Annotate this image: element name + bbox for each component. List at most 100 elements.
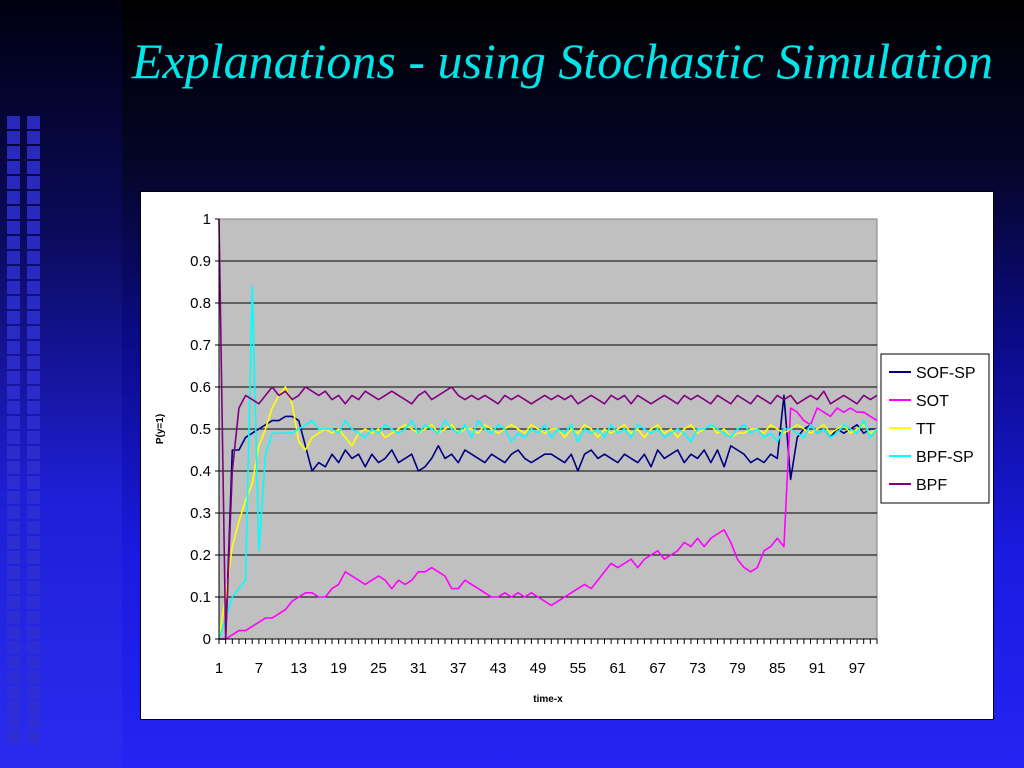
decor-square <box>27 251 40 264</box>
decor-square <box>7 116 20 129</box>
decor-square <box>7 416 20 429</box>
x-tick-label: 1 <box>215 660 223 677</box>
decor-square <box>7 371 20 384</box>
decor-square <box>7 296 20 309</box>
decor-square <box>27 686 40 699</box>
decor-square <box>7 311 20 324</box>
decor-square <box>27 386 40 399</box>
decor-square <box>27 236 40 249</box>
y-tick-label: 0.4 <box>190 463 211 480</box>
decor-square <box>7 176 20 189</box>
decor-square <box>7 566 20 579</box>
decor-square <box>27 596 40 609</box>
y-tick-label: 0.6 <box>190 379 211 396</box>
decor-square <box>7 326 20 339</box>
legend-entry: BPF-SP <box>916 449 974 466</box>
x-tick-label: 7 <box>255 660 263 677</box>
x-tick-label: 91 <box>809 660 826 677</box>
chart-container: 0 0.1 0.2 0.3 0.4 0.5 0.6 0.7 0.8 0.9 1 1 7 13 19 25 31… <box>140 191 994 720</box>
decor-square <box>7 596 20 609</box>
x-tick-label: 79 <box>729 660 746 677</box>
decor-square <box>27 626 40 639</box>
decor-square <box>27 221 40 234</box>
decor-square <box>7 386 20 399</box>
decor-square <box>27 311 40 324</box>
decor-square <box>7 266 20 279</box>
y-tick-label: 0.7 <box>190 337 211 354</box>
decor-square <box>27 401 40 414</box>
x-tick-label: 43 <box>490 660 507 677</box>
decor-square <box>7 641 20 654</box>
y-tick-label: 0.3 <box>190 505 211 522</box>
legend-entry: SOT <box>916 393 949 410</box>
decor-square <box>7 461 20 474</box>
y-tick-label: 0.2 <box>190 547 211 564</box>
decor-square <box>27 641 40 654</box>
decor-square <box>7 506 20 519</box>
decor-square <box>27 506 40 519</box>
decor-square <box>7 206 20 219</box>
decor-square <box>7 656 20 669</box>
decor-square <box>27 671 40 684</box>
left-decor-strip <box>0 0 122 768</box>
decor-square <box>7 551 20 564</box>
x-tick-label: 13 <box>290 660 307 677</box>
decor-square <box>27 431 40 444</box>
decor-square <box>27 206 40 219</box>
decor-square <box>27 611 40 624</box>
legend-entry: SOF-SP <box>916 365 976 382</box>
legend-entry: BPF <box>916 477 947 494</box>
x-tick-label: 25 <box>370 660 387 677</box>
y-tick-label: 1 <box>203 211 211 228</box>
decor-square <box>7 161 20 174</box>
decor-square <box>27 476 40 489</box>
y-tick-label: 0.5 <box>190 421 211 438</box>
legend-entry: TT <box>916 421 936 438</box>
decor-square <box>27 191 40 204</box>
y-tick-labels: 0 0.1 0.2 0.3 0.4 0.5 0.6 0.7 0.8 0.9 1 <box>190 211 211 648</box>
slide-title: Explanations - using Stochastic Simulati… <box>132 30 1002 92</box>
line-chart: 0 0.1 0.2 0.3 0.4 0.5 0.6 0.7 0.8 0.9 1 1 7 13 19 25 31… <box>141 192 993 719</box>
x-tick-label: 55 <box>570 660 587 677</box>
decor-square <box>7 446 20 459</box>
decor-square <box>7 686 20 699</box>
decor-square <box>27 416 40 429</box>
decor-square <box>7 626 20 639</box>
decor-square <box>7 221 20 234</box>
decor-square <box>7 431 20 444</box>
x-tick-label: 49 <box>530 660 547 677</box>
decor-square <box>7 491 20 504</box>
decor-square <box>7 236 20 249</box>
decor-square <box>27 461 40 474</box>
decor-square <box>7 701 20 714</box>
decor-square <box>7 581 20 594</box>
x-axis-label: time-x <box>533 694 563 705</box>
decor-square <box>27 371 40 384</box>
decor-square <box>27 536 40 549</box>
decor-square <box>7 356 20 369</box>
x-tick-labels: 1 7 13 19 25 31 37 43 49 55 61 67 73 79 85 91 97 <box>215 660 866 677</box>
decor-square <box>27 281 40 294</box>
x-tick-label: 37 <box>450 660 467 677</box>
decor-square <box>7 716 20 729</box>
decor-square <box>27 521 40 534</box>
decor-square <box>7 251 20 264</box>
decor-square <box>27 716 40 729</box>
y-tick-label: 0.8 <box>190 295 211 312</box>
decor-square <box>7 476 20 489</box>
decor-square <box>27 341 40 354</box>
y-axis-label: P(y=1) <box>155 414 166 444</box>
decor-square <box>27 446 40 459</box>
decor-square <box>27 731 40 744</box>
decor-square <box>27 131 40 144</box>
x-tick-label: 31 <box>410 660 427 677</box>
decor-square <box>27 701 40 714</box>
legend: SOF-SP SOT TT BPF-SP BPF <box>881 354 989 503</box>
decor-square <box>27 356 40 369</box>
decor-square <box>27 326 40 339</box>
y-tick-label: 0 <box>203 631 211 648</box>
decor-square <box>7 191 20 204</box>
decor-square <box>27 146 40 159</box>
decor-square <box>27 551 40 564</box>
x-tick-label: 19 <box>330 660 347 677</box>
